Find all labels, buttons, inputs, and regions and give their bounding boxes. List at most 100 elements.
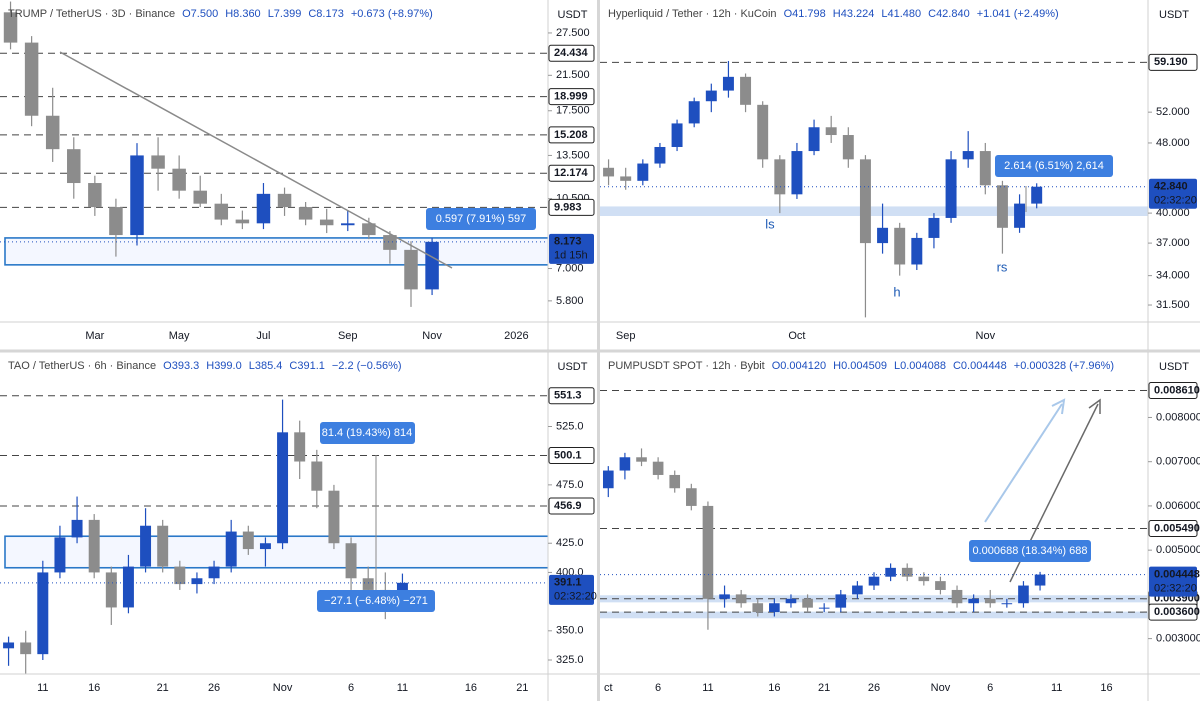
x-tick-label: Sep bbox=[616, 330, 636, 342]
candle-body bbox=[962, 151, 974, 160]
x-tick-label: Sep bbox=[338, 330, 358, 342]
last-price-box bbox=[1149, 566, 1197, 597]
x-tick-label: Nov bbox=[976, 330, 996, 342]
measure-box bbox=[320, 422, 415, 444]
y-tick-label: 13.500 bbox=[556, 149, 590, 161]
candle-body bbox=[328, 490, 340, 544]
x-tick-label: 6 bbox=[655, 682, 661, 694]
candle-body bbox=[802, 598, 813, 608]
arrow-head bbox=[1088, 398, 1101, 414]
quote-value: O0.004120 bbox=[772, 360, 826, 372]
x-tick-label: 11 bbox=[1051, 682, 1062, 694]
candle-body bbox=[620, 176, 632, 181]
candle-body bbox=[1001, 603, 1013, 605]
candle-body bbox=[362, 578, 374, 590]
header: Hyperliquid / Tether · 12h · KuCoin O41.7… bbox=[608, 8, 1059, 20]
last-price-label: 42.840 bbox=[1154, 181, 1188, 193]
header: TAO / TetherUS · 6h · Binance O393.3 H399.… bbox=[8, 360, 402, 372]
candle-body bbox=[918, 576, 930, 582]
plot-area bbox=[0, 1, 548, 307]
level-label: 551.3 bbox=[554, 390, 582, 402]
level-box bbox=[548, 126, 595, 144]
x-tick-label: 2026 bbox=[504, 330, 528, 342]
countdown: 1d 15h bbox=[554, 250, 588, 262]
projection-arrow bbox=[984, 403, 1063, 523]
symbol-title: PUMPUSDT SPOT · 12h · Bybit bbox=[608, 360, 765, 372]
y-tick-label: 5.800 bbox=[556, 295, 584, 307]
measure-label: 0.597 (7.91%) 597 bbox=[436, 213, 527, 225]
candle-body bbox=[868, 576, 880, 586]
candle-body bbox=[702, 505, 714, 599]
y-tick-label: 350.0 bbox=[556, 625, 584, 637]
candle-body bbox=[140, 525, 152, 567]
quote-value: C0.004448 bbox=[953, 360, 1007, 372]
y-tick-label: 48.000 bbox=[1156, 137, 1190, 149]
candle-body bbox=[174, 566, 186, 585]
candle-body bbox=[603, 167, 615, 177]
x-tick-label: 21 bbox=[157, 682, 169, 694]
x-tick-label: May bbox=[169, 330, 190, 342]
level-box bbox=[548, 88, 595, 106]
level-label: 15.208 bbox=[554, 129, 588, 141]
candle-body bbox=[935, 581, 946, 590]
level-box bbox=[548, 198, 595, 216]
candle-body bbox=[735, 594, 747, 604]
candle-body bbox=[277, 193, 292, 208]
candle-body bbox=[214, 203, 229, 220]
candle-body bbox=[968, 598, 979, 604]
zone bbox=[4, 237, 548, 266]
candle-body bbox=[808, 127, 820, 152]
candle-body bbox=[88, 183, 102, 208]
candle-body bbox=[362, 223, 376, 236]
candle-body bbox=[37, 572, 49, 655]
candle-body bbox=[277, 432, 289, 544]
y-tick-label: 21.500 bbox=[556, 69, 590, 81]
quote-value: +1.041 (+2.49%) bbox=[977, 8, 1059, 20]
y-tick-label: 0.006000 bbox=[1156, 500, 1200, 512]
x-tick-label: 11 bbox=[397, 682, 408, 694]
candle-body bbox=[341, 223, 355, 226]
measure-box bbox=[317, 590, 435, 612]
y-tick-label: 325.0 bbox=[556, 654, 584, 666]
candle-body bbox=[191, 578, 203, 585]
candle-body bbox=[740, 76, 752, 105]
candle-body bbox=[791, 151, 803, 195]
candle-body bbox=[71, 519, 83, 538]
candle-body bbox=[951, 589, 963, 604]
y-tick-label: 31.500 bbox=[1156, 299, 1190, 311]
candle-body bbox=[45, 115, 60, 150]
candle-body bbox=[1018, 585, 1029, 604]
candle-body bbox=[298, 207, 313, 220]
candle-body bbox=[911, 237, 923, 265]
symbol-title: TAO / TetherUS · 6h · Binance bbox=[8, 360, 156, 372]
pattern-label: rs bbox=[997, 259, 1008, 274]
quote-value: O7.500 bbox=[182, 8, 218, 20]
countdown: 02:32:20 bbox=[1154, 582, 1197, 594]
pattern-label: ls bbox=[765, 216, 775, 231]
quote-value: +0.673 (+8.97%) bbox=[351, 8, 433, 20]
candle-body bbox=[193, 190, 207, 204]
measure-box bbox=[426, 208, 536, 230]
level-label: 0.008610 bbox=[1154, 384, 1200, 396]
measure-label: 0.000688 (18.34%) 688 bbox=[973, 545, 1088, 557]
x-tick-label: 21 bbox=[516, 682, 528, 694]
candle-body bbox=[256, 193, 271, 224]
quote-value: H0.004509 bbox=[833, 360, 887, 372]
x-tick-label: 11 bbox=[702, 682, 713, 694]
panel: USDT PUMPUSDT SPOT · 12h · Bybit O0.004120… bbox=[600, 352, 1200, 701]
last-price-box bbox=[549, 233, 594, 264]
candle-body bbox=[404, 249, 418, 290]
candle-body bbox=[945, 159, 957, 218]
measure-box bbox=[995, 155, 1113, 177]
level-label: 0.005490 bbox=[1154, 522, 1200, 534]
level-box bbox=[1148, 519, 1198, 537]
last-price-label: 391.1 bbox=[554, 577, 582, 589]
level-box bbox=[548, 387, 595, 405]
x-tick-label: 26 bbox=[868, 682, 880, 694]
x-tick-label: Nov bbox=[422, 330, 442, 342]
candle-body bbox=[757, 104, 769, 160]
candle-body bbox=[928, 217, 940, 238]
candle-body bbox=[259, 543, 271, 550]
candle-body bbox=[852, 585, 863, 595]
